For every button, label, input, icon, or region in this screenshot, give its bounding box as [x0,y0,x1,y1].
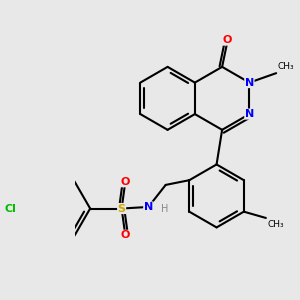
Text: N: N [245,78,254,88]
Text: S: S [118,203,126,214]
Text: H: H [161,204,169,214]
Text: Cl: Cl [4,203,16,214]
Text: CH₃: CH₃ [268,220,284,229]
Text: N: N [144,202,153,212]
Text: O: O [223,35,232,45]
Text: O: O [121,177,130,187]
Text: CH₃: CH₃ [278,62,295,71]
Text: N: N [245,109,254,119]
Text: O: O [121,230,130,240]
